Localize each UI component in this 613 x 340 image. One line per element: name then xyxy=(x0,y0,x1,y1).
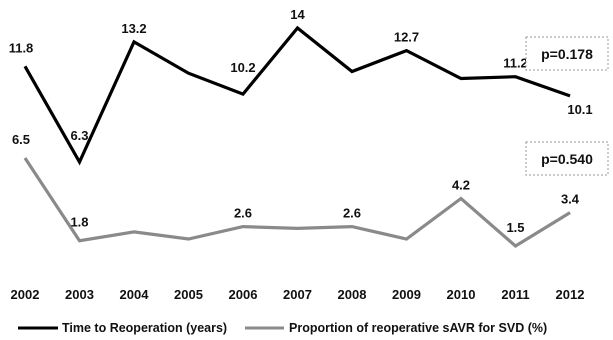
p-value-box-2: p=0.540 xyxy=(525,141,609,176)
data-label-s2-2012: 3.4 xyxy=(561,192,580,207)
p-value-2: p=0.540 xyxy=(541,151,593,167)
x-tick-2009: 2009 xyxy=(392,287,421,302)
x-tick-2010: 2010 xyxy=(447,287,476,302)
legend-label-proportion: Proportion of reoperative sAVR for SVD (… xyxy=(289,321,547,335)
x-tick-2005: 2005 xyxy=(174,287,203,302)
x-tick-2004: 2004 xyxy=(120,287,150,302)
data-label-s2-2011: 1.5 xyxy=(506,220,524,235)
x-tick-2003: 2003 xyxy=(65,287,94,302)
x-tick-2012: 2012 xyxy=(556,287,585,302)
data-label-s1-2011: 11.2 xyxy=(503,56,528,71)
legend: Time to Reoperation (years) Proportion o… xyxy=(18,321,547,335)
x-axis-ticks: 2002 2003 2004 2005 2006 2007 2008 2009 2010 2011… xyxy=(11,287,585,302)
legend-label-time: Time to Reoperation (years) xyxy=(62,321,227,335)
data-label-s2-2002: 6.5 xyxy=(12,132,30,147)
series-layer xyxy=(23,25,571,248)
data-label-s1-2004: 13.2 xyxy=(121,21,146,36)
data-label-s1-2012: 10.1 xyxy=(567,102,592,117)
data-label-s2-2008: 2.6 xyxy=(343,206,361,221)
x-tick-2006: 2006 xyxy=(229,287,258,302)
data-label-s1-2006: 10.2 xyxy=(230,60,255,75)
data-label-s2-2003: 1.8 xyxy=(70,215,88,230)
series-line-1 xyxy=(23,25,571,166)
data-label-s2-2006: 2.6 xyxy=(234,206,252,221)
data-label-s1-2003: 6.3 xyxy=(70,128,88,143)
x-tick-2002: 2002 xyxy=(11,287,40,302)
p-value-box-1: p=0.178 xyxy=(525,36,609,71)
data-label-s2-2010: 4.2 xyxy=(452,178,470,193)
data-label-s1-2009: 12.7 xyxy=(394,30,419,45)
data-label-s1-2007: 14 xyxy=(290,7,305,22)
x-tick-2007: 2007 xyxy=(283,287,312,302)
x-tick-2011: 2011 xyxy=(501,287,529,302)
series-line-2 xyxy=(23,157,571,248)
data-label-layer: 11.8 6.3 13.2 10.2 14 12.7 11.2 10.1 6.5 1.8 2.6 2.… xyxy=(9,7,593,235)
p-value-1: p=0.178 xyxy=(541,46,593,62)
data-label-s1-2002: 11.8 xyxy=(9,40,34,55)
x-tick-2008: 2008 xyxy=(338,287,367,302)
